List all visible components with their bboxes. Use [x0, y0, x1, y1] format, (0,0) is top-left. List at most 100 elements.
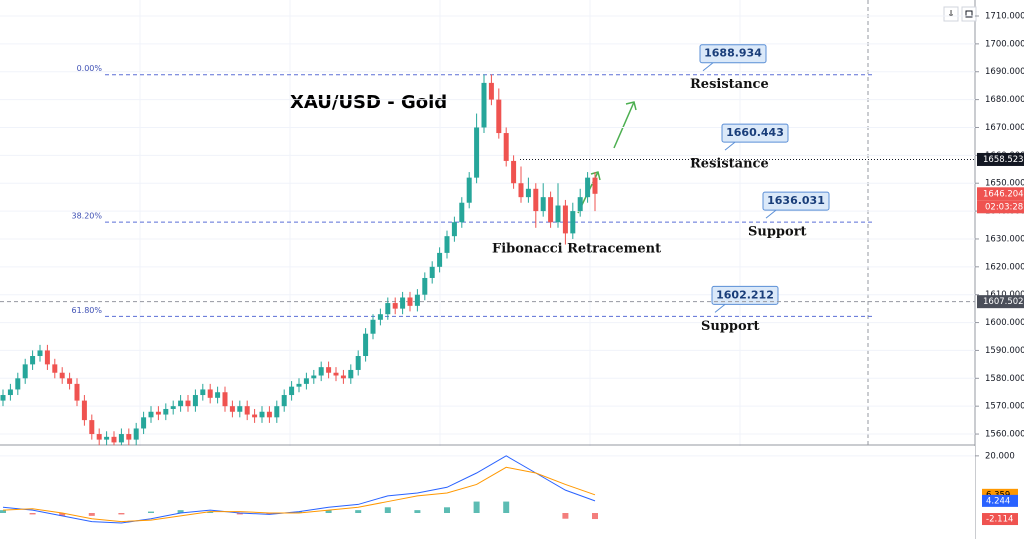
- level-note: Resistance: [690, 157, 769, 172]
- price-tag: [977, 187, 1024, 201]
- candle-body: [15, 378, 21, 390]
- candle-body: [148, 411, 154, 418]
- histogram-bar: [562, 513, 569, 519]
- candle-body: [0, 395, 6, 401]
- indicator-tag: [982, 494, 1018, 507]
- candle-body: [200, 389, 206, 396]
- candle-body: [407, 297, 413, 306]
- y-tick-label: 1690.000: [985, 67, 1024, 77]
- candle-body: [22, 364, 28, 379]
- candle-body: [7, 389, 13, 396]
- candle-body: [244, 406, 250, 415]
- candle-body: [577, 197, 583, 212]
- histogram-bar: [0, 510, 6, 513]
- callout-box: [699, 44, 767, 64]
- callout-pointer: [765, 209, 777, 219]
- candle-body: [311, 375, 317, 379]
- callout-pointer: [724, 141, 736, 151]
- callout-box: [762, 191, 830, 211]
- candle-body: [289, 386, 295, 396]
- candle-body: [259, 411, 265, 418]
- indicator-tag-label: -2.114: [986, 515, 1013, 525]
- fib-label: 38.20%: [71, 212, 102, 221]
- histogram-bar: [88, 513, 95, 516]
- candle-body: [333, 372, 339, 376]
- fib-label: 61.80%: [71, 306, 102, 315]
- candle-body: [363, 333, 369, 357]
- price-tag-label: 1658.523: [983, 155, 1024, 165]
- level-note: Support: [701, 319, 760, 334]
- candle-body: [178, 400, 184, 407]
- candle-body: [496, 99, 502, 134]
- histogram-bar: [444, 507, 450, 513]
- level-note: Resistance: [690, 77, 769, 92]
- candle-body: [533, 188, 539, 212]
- countdown-label: 02:03:28: [985, 202, 1023, 212]
- candle-body: [44, 350, 50, 365]
- candle-body: [274, 406, 280, 418]
- y-tick-label: 1570.000: [985, 402, 1024, 412]
- indicator-tag: [982, 513, 1018, 526]
- candle-body: [451, 222, 457, 237]
- callout-value: 1636.031: [767, 194, 825, 207]
- pane-mask: [0, 446, 975, 539]
- histogram-bar: [207, 511, 214, 513]
- candle-body: [525, 188, 531, 198]
- candle-body: [414, 294, 420, 306]
- callout-box: [721, 123, 789, 143]
- candle-body: [548, 197, 554, 223]
- level-note: Support: [748, 225, 807, 240]
- candle-body: [355, 356, 361, 370]
- candle-body: [111, 436, 117, 443]
- candle-body: [141, 417, 147, 429]
- candle-body: [163, 408, 169, 415]
- y-tick-label: 1560.000: [985, 430, 1024, 440]
- candle-body: [266, 411, 272, 418]
- candle-body: [503, 133, 509, 161]
- candle-body: [555, 205, 561, 223]
- candle-body: [511, 160, 517, 184]
- fullscreen-button[interactable]: [961, 6, 977, 22]
- candle-body: [81, 400, 87, 421]
- scroll-icon[interactable]: ↓: [947, 10, 955, 20]
- candle-body: [392, 303, 398, 309]
- y-tick-label: 1630.000: [985, 234, 1024, 244]
- histogram-bar: [118, 513, 125, 515]
- histogram-bar: [473, 501, 480, 513]
- fullscreen-icon[interactable]: [965, 10, 973, 18]
- candle-body: [74, 383, 80, 401]
- callout-box: [711, 285, 779, 305]
- histogram-bar: [59, 513, 66, 516]
- y-tick-label: 1680.000: [985, 95, 1024, 105]
- candle-body: [30, 356, 36, 365]
- candle-body: [296, 383, 302, 387]
- candle-body: [155, 411, 161, 415]
- candle-body: [422, 277, 428, 295]
- y-tick-label: 1600.000: [985, 318, 1024, 328]
- candle-body: [89, 420, 95, 435]
- candle-body: [96, 434, 102, 440]
- candle-body: [370, 319, 376, 334]
- y-tick-label: 1580.000: [985, 374, 1024, 384]
- candle-body: [170, 406, 176, 409]
- annotation: Fibonacci Retracement: [492, 242, 661, 257]
- candle-body: [37, 350, 43, 357]
- countdown-tag: [977, 200, 1024, 214]
- candle-body: [466, 177, 472, 203]
- y-tick-label: 1620.000: [985, 262, 1024, 272]
- scroll-button[interactable]: [943, 6, 959, 22]
- callout-pointer: [714, 304, 726, 313]
- candle-body: [459, 202, 465, 223]
- indicator-line: [2, 455, 596, 524]
- price-tag-label: 1607.502: [983, 297, 1024, 307]
- candle-body: [229, 406, 235, 412]
- candle-body: [437, 252, 443, 267]
- candle-body: [562, 205, 568, 234]
- candle-body: [118, 434, 124, 443]
- toolbar[interactable]: ↓: [943, 6, 977, 22]
- histogram-bar: [414, 510, 421, 513]
- histogram-bar: [266, 513, 273, 515]
- indicator-tag-label: 4.244: [986, 496, 1010, 506]
- callout-value: 1688.934: [704, 47, 762, 60]
- histogram-bar: [503, 501, 510, 513]
